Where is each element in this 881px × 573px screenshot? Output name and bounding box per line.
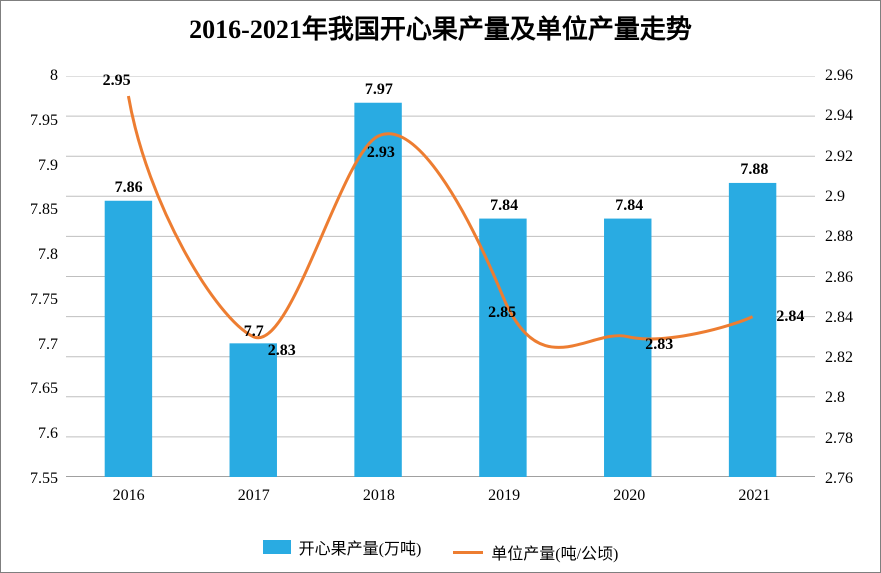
line-data-label: 2.83 <box>268 342 296 360</box>
y-right-tick: 2.78 <box>825 430 853 448</box>
x-tick: 2016 <box>113 487 145 505</box>
y-right-tick: 2.9 <box>825 188 845 206</box>
bar-data-label: 7.88 <box>740 161 768 179</box>
chart-container: 2016-2021年我国开心果产量及单位产量走势 开心果产量(万吨) 单位产量(… <box>0 0 881 573</box>
bar-data-label: 7.7 <box>244 323 264 341</box>
line-data-label: 2.85 <box>488 304 516 322</box>
bar-data-label: 7.84 <box>490 197 518 215</box>
x-tick: 2021 <box>738 487 770 505</box>
y-left-tick: 7.6 <box>38 425 58 443</box>
y-left-tick: 7.85 <box>30 201 58 219</box>
y-left-tick: 7.55 <box>30 470 58 488</box>
chart-title: 2016-2021年我国开心果产量及单位产量走势 <box>1 9 880 46</box>
x-tick: 2018 <box>363 487 395 505</box>
x-tick: 2019 <box>488 487 520 505</box>
y-right-tick: 2.84 <box>825 309 853 327</box>
y-left-tick: 7.7 <box>38 336 58 354</box>
y-left-tick: 7.65 <box>30 380 58 398</box>
y-left-tick: 7.8 <box>38 246 58 264</box>
y-left-tick: 7.9 <box>38 157 58 175</box>
y-right-tick: 2.94 <box>825 107 853 125</box>
legend-swatch-line <box>453 551 483 554</box>
y-right-tick: 2.76 <box>825 470 853 488</box>
legend-item-bar: 开心果产量(万吨) <box>263 535 422 559</box>
legend-label-bar: 开心果产量(万吨) <box>299 535 422 559</box>
bar-data-label: 7.84 <box>615 197 643 215</box>
y-right-tick: 2.86 <box>825 269 853 287</box>
y-left-tick: 7.75 <box>30 291 58 309</box>
x-tick: 2020 <box>613 487 645 505</box>
legend: 开心果产量(万吨) 单位产量(吨/公顷) <box>1 535 880 565</box>
bar-data-label: 7.86 <box>115 179 143 197</box>
legend-item-line: 单位产量(吨/公顷) <box>453 540 618 564</box>
plot-area <box>66 76 815 477</box>
legend-label-line: 单位产量(吨/公顷) <box>491 540 618 564</box>
y-left-tick: 8 <box>50 67 58 85</box>
line-data-label: 2.95 <box>103 72 131 90</box>
line-data-label: 2.93 <box>367 144 395 162</box>
line-data-label: 2.83 <box>645 336 673 354</box>
line-data-label: 2.84 <box>776 308 804 326</box>
y-right-tick: 2.96 <box>825 67 853 85</box>
y-right-tick: 2.92 <box>825 148 853 166</box>
y-right-tick: 2.8 <box>825 389 845 407</box>
bar-data-label: 7.97 <box>365 81 393 99</box>
x-tick: 2017 <box>238 487 270 505</box>
chart-svg <box>66 76 815 477</box>
y-right-tick: 2.82 <box>825 349 853 367</box>
y-left-tick: 7.95 <box>30 112 58 130</box>
y-right-tick: 2.88 <box>825 228 853 246</box>
legend-swatch-bar <box>263 540 291 554</box>
